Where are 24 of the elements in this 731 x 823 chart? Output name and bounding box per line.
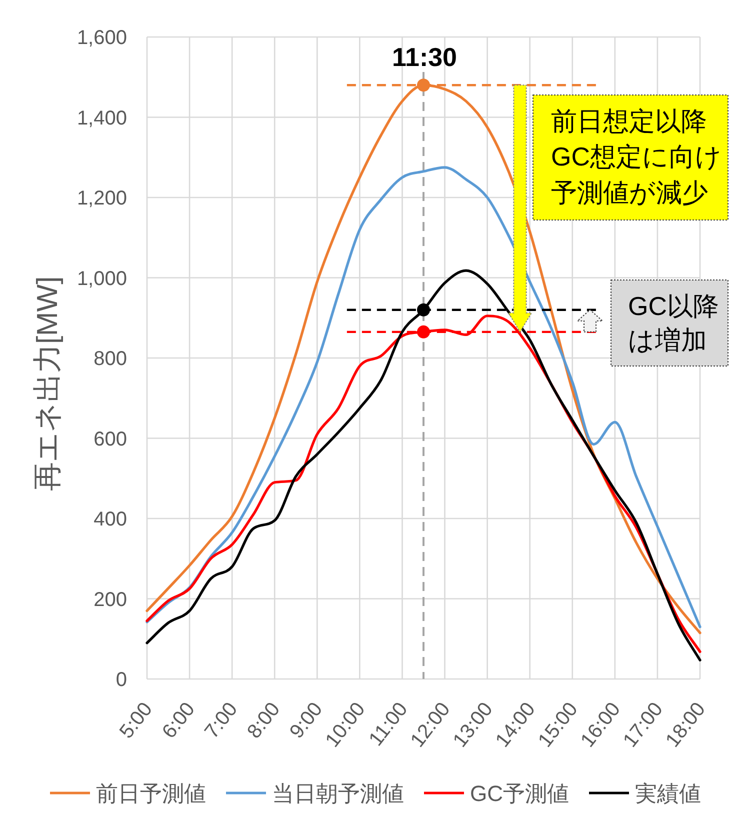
y-tick-label: 400 xyxy=(94,508,127,530)
y-tick-label: 1,200 xyxy=(76,188,127,210)
point xyxy=(417,303,430,316)
annotation: 前日想定以降GC想定に向け予測値が減少 xyxy=(551,106,722,208)
annotation: GC以降は増加 xyxy=(628,291,719,355)
y-tick-label: 800 xyxy=(94,348,127,370)
legend-label: 実績値 xyxy=(635,781,701,806)
y-tick-label: 1,400 xyxy=(76,107,127,130)
legend-label: GC予測値 xyxy=(470,781,569,806)
legend-label: 当日朝予測値 xyxy=(272,781,404,806)
x-tick-label: 6:00 xyxy=(158,698,200,743)
x-tick-label: 7:00 xyxy=(200,698,242,743)
point xyxy=(417,325,430,338)
y-tick-label: 1,600 xyxy=(76,27,127,49)
ref-line-label: 11:30 xyxy=(392,42,458,72)
annotation: GC以降は増加 xyxy=(610,280,728,366)
annotation: 前日想定以降GC想定に向け予測値が減少 xyxy=(532,94,728,220)
point xyxy=(417,78,430,92)
y-tick-label: 0 xyxy=(116,669,127,691)
y-tick-label: 1,000 xyxy=(76,268,127,290)
y-tick-label: 600 xyxy=(94,428,127,450)
y-tick-label: 200 xyxy=(94,588,127,611)
legend-label: 前日予測値 xyxy=(96,781,206,806)
y-axis-title: 再エネ出力[MW] xyxy=(32,276,64,492)
